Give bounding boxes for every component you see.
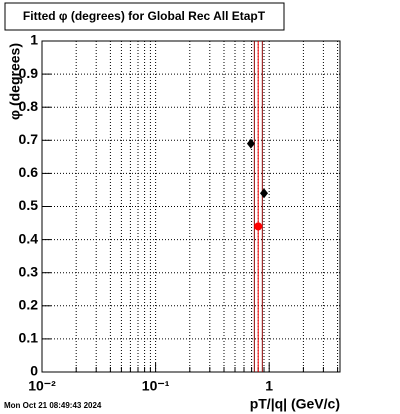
x-tick-label: 1	[265, 378, 273, 394]
chart-title: Fitted φ (degrees) for Global Rec All Et…	[23, 9, 266, 23]
y-tick-label: 0.6	[19, 164, 39, 180]
point	[254, 222, 263, 231]
y-tick-label: 0.7	[19, 131, 39, 147]
x-axis-title: pT/|q| (GeV/c)	[250, 396, 340, 412]
y-axis-title: φ (degrees)	[7, 43, 23, 120]
y-tick-label: 0.9	[19, 65, 39, 81]
y-tick-label: 0.2	[19, 297, 39, 313]
y-tick-label: 0.4	[19, 230, 39, 246]
y-tick-label: 1	[30, 32, 38, 48]
timestamp: Mon Oct 21 08:49:43 2024	[4, 401, 102, 410]
x-tick-label: 10⁻²	[28, 378, 56, 394]
y-tick-label: 0.3	[19, 263, 39, 279]
x-tick-label: 10⁻¹	[142, 378, 170, 394]
point	[260, 188, 269, 199]
y-tick-label: 0.5	[19, 197, 39, 213]
y-tick-label: 0.8	[19, 98, 39, 114]
title-box	[4, 2, 285, 31]
y-tick-label: 0.1	[19, 330, 39, 346]
point	[246, 138, 255, 149]
y-tick-label: 0	[30, 363, 38, 379]
plot-frame	[41, 40, 341, 373]
